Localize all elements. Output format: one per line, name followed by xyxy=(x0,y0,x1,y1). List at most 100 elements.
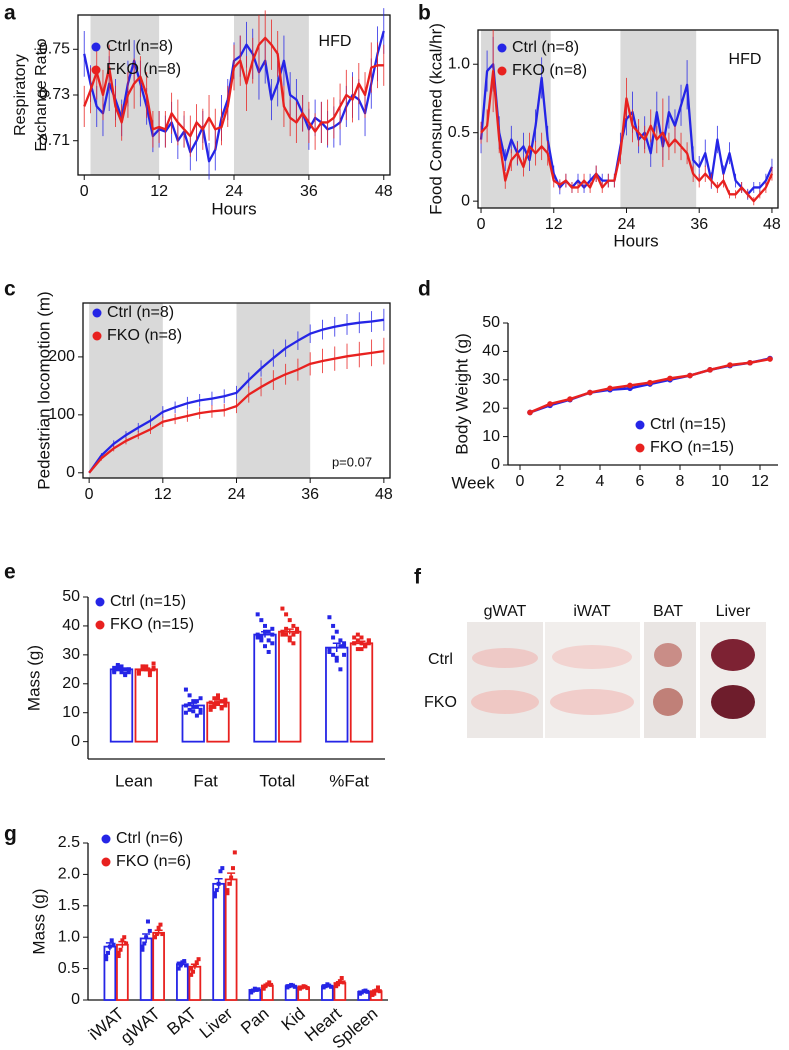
x-tick-label: 48 xyxy=(763,216,781,233)
error-bar xyxy=(372,989,381,993)
dot xyxy=(194,704,199,709)
photo-panel: f gWAT iWAT BAT Liver Ctrl FKO xyxy=(414,566,766,738)
dot xyxy=(334,982,339,987)
panel-label: f xyxy=(414,566,422,589)
bar xyxy=(253,633,277,743)
dot xyxy=(342,652,347,657)
x-tick-label: %Fat xyxy=(329,771,369,790)
dot xyxy=(198,710,203,715)
error-bar xyxy=(357,640,366,646)
dot xyxy=(123,667,128,672)
dot xyxy=(152,935,157,940)
bar xyxy=(212,882,225,1001)
dot xyxy=(280,629,285,634)
y-tick-label: 1.0 xyxy=(448,55,470,72)
dot xyxy=(196,957,201,962)
legend-label: Ctrl (n=8) xyxy=(106,38,173,55)
dot xyxy=(287,638,292,643)
dot xyxy=(126,667,131,672)
x-tick-label: Liver xyxy=(196,1004,237,1042)
dot xyxy=(342,644,347,649)
dot xyxy=(212,704,217,709)
dot xyxy=(126,670,131,675)
dot xyxy=(270,632,275,637)
dot xyxy=(183,710,188,715)
legend-label: Ctrl (n=15) xyxy=(110,593,186,610)
y-axis-label-line: Exchange Ratio xyxy=(33,38,50,151)
point xyxy=(727,362,733,368)
dot xyxy=(104,957,109,962)
x-tick-label: 24 xyxy=(228,486,246,503)
dot xyxy=(145,919,150,924)
dot xyxy=(363,644,368,649)
y-tick-label: 1.5 xyxy=(58,897,80,914)
x-tick-label: 12 xyxy=(751,473,769,490)
error-bar xyxy=(118,940,127,948)
legend-marker xyxy=(95,620,105,630)
legend-marker xyxy=(91,65,101,75)
dot xyxy=(104,954,109,959)
dot xyxy=(334,658,339,663)
error-bar xyxy=(359,990,368,993)
dot xyxy=(154,932,159,937)
dot xyxy=(191,709,196,714)
legend-marker xyxy=(95,597,105,607)
x-tick-label: Lean xyxy=(115,771,153,790)
dot xyxy=(230,866,235,871)
x-tick-label: 0 xyxy=(516,473,525,490)
dot xyxy=(219,706,224,711)
dot xyxy=(214,888,219,893)
dot xyxy=(284,612,289,617)
dot xyxy=(287,635,292,640)
legend-label: FKO (n=8) xyxy=(106,61,181,78)
dot xyxy=(160,932,165,937)
legend-marker xyxy=(101,834,111,844)
point xyxy=(767,356,773,362)
point xyxy=(707,367,713,373)
dot xyxy=(225,888,230,893)
dot xyxy=(115,667,120,672)
dot xyxy=(331,623,336,628)
dot xyxy=(116,954,121,959)
photo-tile xyxy=(545,622,640,738)
y-tick-label: 0.73 xyxy=(39,86,70,103)
dark-period xyxy=(481,30,551,208)
x-axis-label: Week xyxy=(451,473,495,492)
error-bar xyxy=(178,961,187,967)
legend-label: Ctrl (n=15) xyxy=(650,416,726,433)
point xyxy=(747,359,753,366)
chart-panel: b 0 0.5 1.0 0 12 24 36 48 Food Consumed (kcal/hr)… xyxy=(418,2,781,251)
y-tick-label: 2.5 xyxy=(58,834,80,851)
x-tick-label: 48 xyxy=(375,183,393,200)
error-bar xyxy=(105,942,114,951)
dot xyxy=(232,850,237,855)
dot xyxy=(255,632,260,637)
dot xyxy=(216,693,221,698)
dot xyxy=(140,664,145,669)
x-tick-label: 36 xyxy=(301,486,319,503)
series-line xyxy=(88,349,385,474)
dot xyxy=(198,696,203,701)
column-label: BAT xyxy=(653,603,683,620)
legend-label: FKO (n=8) xyxy=(107,327,182,344)
y-tick-label: 1.0 xyxy=(58,928,80,945)
dot xyxy=(292,984,297,989)
dot xyxy=(183,687,188,692)
dot xyxy=(291,623,296,628)
error-bar xyxy=(154,929,163,936)
dot xyxy=(262,644,267,649)
legend-marker xyxy=(92,331,102,341)
chart-panel: c 0 100 200 0 12 24 36 48 Pedestrian locomotion (… xyxy=(4,278,393,504)
dot xyxy=(191,699,196,704)
panel-label: g xyxy=(4,823,17,846)
dot xyxy=(342,641,347,646)
dark-period xyxy=(89,303,163,478)
dot xyxy=(267,980,272,985)
dot xyxy=(123,671,128,676)
dot xyxy=(305,986,310,991)
x-tick-label: 36 xyxy=(690,216,708,233)
y-tick-label: 40 xyxy=(482,343,500,360)
dot xyxy=(212,696,217,701)
dot xyxy=(261,985,266,990)
